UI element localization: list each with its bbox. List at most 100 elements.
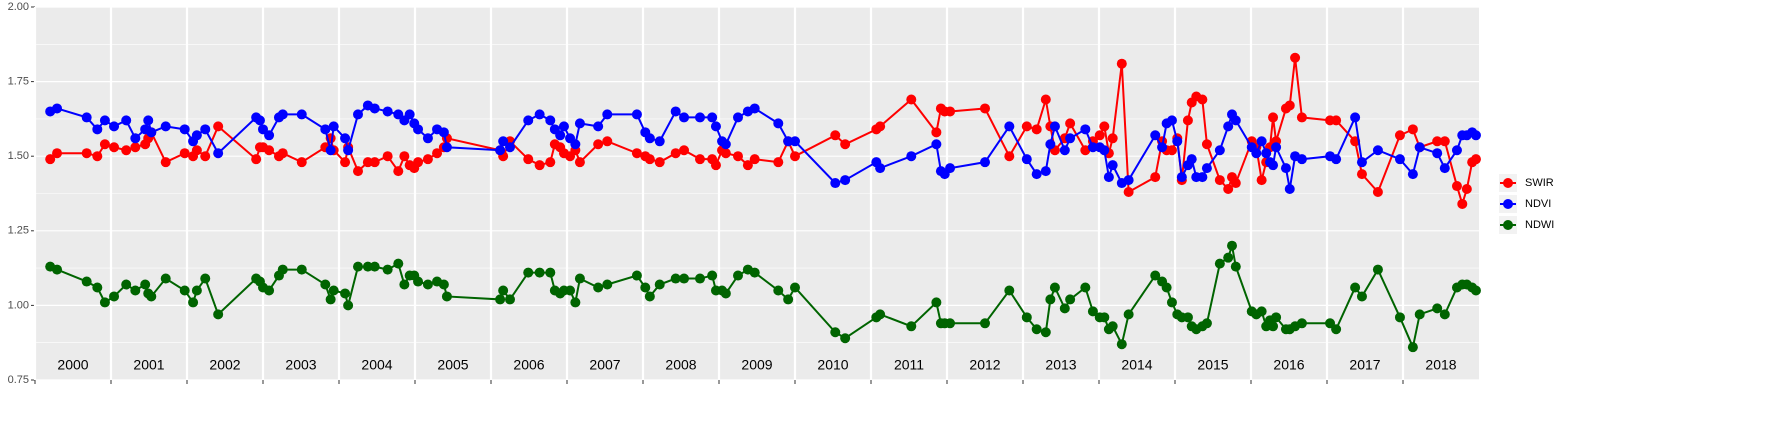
data-point bbox=[1432, 303, 1443, 314]
data-point bbox=[1214, 145, 1225, 156]
data-point bbox=[200, 273, 211, 284]
data-point bbox=[369, 157, 380, 168]
data-point bbox=[545, 267, 556, 278]
data-point bbox=[264, 285, 275, 296]
data-point bbox=[1439, 136, 1450, 147]
data-point bbox=[296, 157, 307, 168]
data-point bbox=[523, 154, 534, 165]
data-point bbox=[1296, 154, 1307, 165]
data-point bbox=[931, 139, 942, 150]
data-point bbox=[1107, 160, 1118, 171]
data-point bbox=[52, 264, 63, 275]
data-point bbox=[438, 127, 449, 138]
data-point bbox=[749, 154, 760, 165]
data-point bbox=[1123, 175, 1134, 186]
x-tick-label: 2004 bbox=[361, 357, 392, 373]
data-point bbox=[749, 267, 760, 278]
data-point bbox=[441, 142, 452, 153]
data-point bbox=[382, 151, 393, 162]
data-point bbox=[325, 145, 336, 156]
data-point bbox=[1432, 136, 1443, 147]
data-point bbox=[264, 145, 275, 156]
x-tick-label: 2015 bbox=[1197, 357, 1228, 373]
data-point bbox=[1470, 285, 1481, 296]
data-point bbox=[160, 273, 171, 284]
data-point bbox=[1099, 312, 1110, 323]
x-tick-label: 2010 bbox=[817, 357, 848, 373]
data-point bbox=[593, 121, 604, 132]
data-point bbox=[1230, 261, 1241, 272]
data-point bbox=[1116, 339, 1127, 350]
data-point bbox=[945, 318, 956, 329]
data-point bbox=[1150, 130, 1161, 141]
data-point bbox=[362, 261, 373, 272]
data-point bbox=[1271, 142, 1282, 153]
data-point bbox=[1223, 252, 1234, 263]
data-point bbox=[931, 127, 942, 138]
x-tick-label: 2001 bbox=[133, 357, 164, 373]
data-point bbox=[320, 279, 331, 290]
data-point bbox=[1356, 291, 1367, 302]
data-point bbox=[545, 157, 556, 168]
data-point bbox=[1045, 139, 1056, 150]
data-point bbox=[393, 166, 404, 177]
data-point bbox=[790, 136, 800, 147]
data-point bbox=[264, 130, 275, 141]
data-point bbox=[1166, 145, 1177, 156]
data-point bbox=[432, 148, 443, 159]
data-point bbox=[1065, 118, 1076, 129]
data-point bbox=[644, 291, 655, 302]
data-point bbox=[1268, 112, 1279, 123]
data-point bbox=[1080, 124, 1091, 135]
data-point bbox=[353, 109, 363, 120]
data-point bbox=[1439, 309, 1450, 320]
data-point bbox=[1182, 115, 1193, 126]
data-point bbox=[1197, 172, 1208, 183]
data-point bbox=[1284, 184, 1295, 195]
data-point bbox=[720, 148, 731, 159]
data-point bbox=[1049, 121, 1060, 132]
data-point bbox=[773, 118, 784, 129]
data-point bbox=[1172, 136, 1183, 147]
data-point bbox=[875, 309, 886, 320]
data-point bbox=[179, 285, 190, 296]
data-point bbox=[1290, 52, 1301, 63]
data-point bbox=[1186, 154, 1197, 165]
data-point bbox=[340, 133, 351, 144]
y-tick-label: 1.25 bbox=[8, 225, 29, 237]
x-tick-label: 2017 bbox=[1349, 357, 1380, 373]
data-point bbox=[277, 148, 288, 159]
data-point bbox=[254, 115, 265, 126]
data-point bbox=[644, 133, 655, 144]
data-point bbox=[353, 261, 363, 272]
data-point bbox=[277, 264, 288, 275]
data-point bbox=[320, 124, 331, 135]
data-point bbox=[505, 294, 515, 305]
data-point bbox=[534, 160, 545, 171]
data-point bbox=[1080, 145, 1091, 156]
data-point bbox=[296, 109, 307, 120]
data-point bbox=[121, 279, 132, 290]
data-point bbox=[495, 145, 506, 156]
data-point bbox=[1197, 94, 1208, 105]
data-point bbox=[980, 157, 990, 168]
data-point bbox=[1087, 306, 1098, 317]
legend-label: SWIR bbox=[1525, 177, 1554, 189]
x-tick-label: 2000 bbox=[57, 357, 88, 373]
data-point bbox=[593, 282, 604, 293]
data-point bbox=[1457, 198, 1468, 209]
data-point bbox=[1451, 181, 1462, 192]
data-point bbox=[505, 142, 515, 153]
data-point bbox=[773, 157, 784, 168]
data-point bbox=[523, 115, 534, 126]
data-point bbox=[438, 279, 449, 290]
y-tick-label: 2.00 bbox=[8, 1, 29, 13]
data-point bbox=[191, 285, 202, 296]
data-point bbox=[565, 285, 576, 296]
data-point bbox=[1470, 130, 1481, 141]
data-point bbox=[382, 264, 393, 275]
data-point bbox=[343, 300, 354, 311]
data-point bbox=[906, 321, 917, 332]
data-point bbox=[1230, 115, 1241, 126]
